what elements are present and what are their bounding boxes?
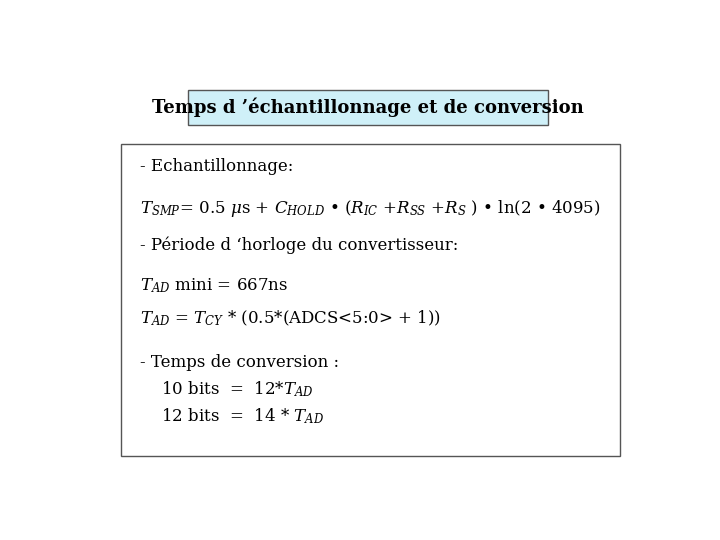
Text: Temps d ’échantillonnage et de conversion: Temps d ’échantillonnage et de conversio…	[152, 98, 583, 117]
Text: $T_{AD}$ mini = 667ns: $T_{AD}$ mini = 667ns	[140, 276, 288, 294]
Text: - Temps de conversion :: - Temps de conversion :	[140, 354, 339, 370]
FancyBboxPatch shape	[121, 144, 620, 456]
Text: - Echantillonnage:: - Echantillonnage:	[140, 158, 294, 175]
Text: 10 bits  =  12*$T_{AD}$: 10 bits = 12*$T_{AD}$	[140, 379, 314, 399]
FancyBboxPatch shape	[188, 90, 548, 125]
Text: - Période d ‘horloge du convertisseur:: - Période d ‘horloge du convertisseur:	[140, 237, 459, 254]
Text: $T_{SMP}$= 0.5 $\mu$s + $C_{HOLD}$ • ($R_{IC}$ +$R_{SS}$ +$R_S$ ) • ln(2 • 4095): $T_{SMP}$= 0.5 $\mu$s + $C_{HOLD}$ • ($R…	[140, 198, 600, 219]
Text: 12 bits  =  14 * $T_{AD}$: 12 bits = 14 * $T_{AD}$	[140, 406, 325, 426]
Text: $T_{AD}$ = $T_{CY}$ * (0.5*(ADCS<5:0> + 1)): $T_{AD}$ = $T_{CY}$ * (0.5*(ADCS<5:0> + …	[140, 309, 441, 328]
